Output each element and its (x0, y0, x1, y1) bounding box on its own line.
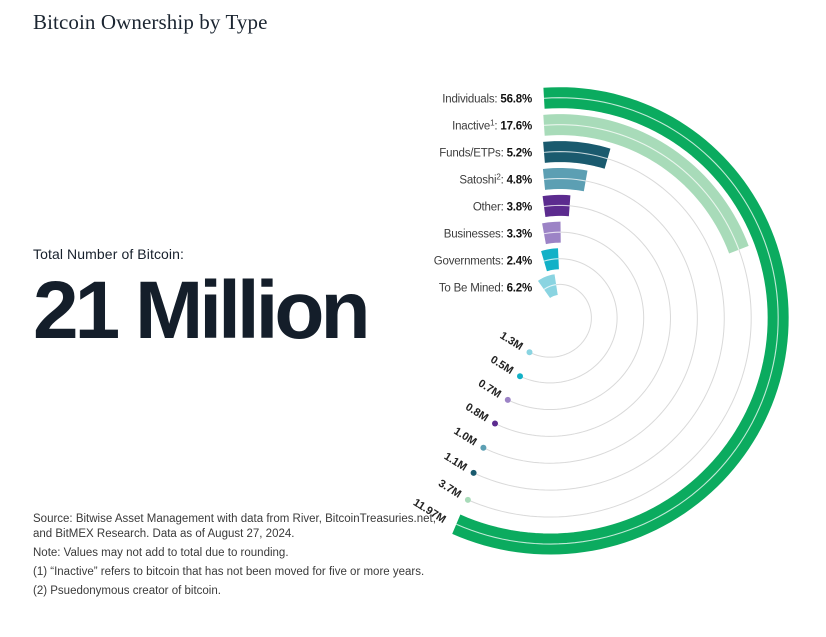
ring-guide-funds-etps (473, 158, 725, 491)
category-label-other: Other: 3.8% (473, 202, 532, 214)
amount-label-businesses: 0.7M (476, 378, 503, 401)
category-label-inactive: Inactive1: 17.6% (452, 119, 532, 133)
ring-midline-inactive (543, 124, 740, 250)
page-title: Bitcoin Ownership by Type (33, 10, 268, 34)
ring-midline-funds-etps (543, 151, 608, 160)
ring-guide-businesses (507, 231, 645, 411)
amount-label-satoshi: 1.0M (452, 425, 479, 448)
ring-midline-satoshi (543, 177, 586, 182)
category-label-governments: Governments: 2.4% (434, 256, 532, 268)
amount-dot-businesses (504, 396, 511, 403)
ring-guide-inactive (467, 249, 752, 518)
category-label-satoshi: Satoshi2: 4.8% (459, 173, 532, 187)
note-text: Note: Values may not add to total due to… (33, 547, 289, 559)
ring-midline-individuals (456, 97, 779, 545)
ring-guide-satoshi (483, 180, 698, 464)
ring-midline-businesses (543, 231, 561, 235)
category-label-individuals: Individuals: 56.8% (442, 94, 532, 106)
total-stat-value: 21 Million (33, 265, 371, 356)
footnote-2: (2) Psuedonymous creator of bitcoin. (33, 585, 221, 597)
category-label-businesses: Businesses: 3.3% (444, 229, 532, 241)
footnotes-block: Source: Bitwise Asset Management with da… (33, 512, 436, 599)
category-label-to-be-mined: To Be Mined: 6.2% (439, 283, 532, 295)
amount-dot-inactive (464, 496, 471, 503)
amount-label-governments: 0.5M (488, 354, 515, 377)
amount-label-to-be-mined: 1.3M (498, 330, 525, 353)
source-text-line1: Source: Bitwise Asset Management with da… (33, 513, 436, 525)
ring-midline-other (543, 204, 570, 208)
amount-dot-satoshi (480, 444, 487, 451)
total-stat-label: Total Number of Bitcoin: (33, 246, 185, 262)
amount-dot-other (492, 420, 498, 427)
ring-guide-governments (519, 258, 618, 384)
category-label-funds-etps: Funds/ETPs: 5.2% (439, 148, 532, 160)
amount-label-other: 0.8M (463, 401, 490, 424)
source-text-line2: and BitMEX Research. Data as of August 2… (33, 528, 295, 540)
ring-guide-other (494, 205, 671, 437)
ring-guide-to-be-mined (529, 283, 592, 358)
amount-dot-governments (517, 373, 523, 380)
ring-midline-governments (543, 258, 559, 262)
amount-dot-to-be-mined (526, 349, 533, 356)
footnote-1: (1) “Inactive” refers to bitcoin that ha… (33, 566, 425, 578)
total-stat-block: Total Number of Bitcoin: 21 Million (33, 246, 371, 356)
amount-label-inactive: 3.7M (436, 478, 463, 501)
amount-dot-funds-etps (470, 469, 477, 476)
amount-label-funds-etps: 1.1M (442, 451, 469, 474)
ring-midline-to-be-mined (543, 284, 557, 290)
